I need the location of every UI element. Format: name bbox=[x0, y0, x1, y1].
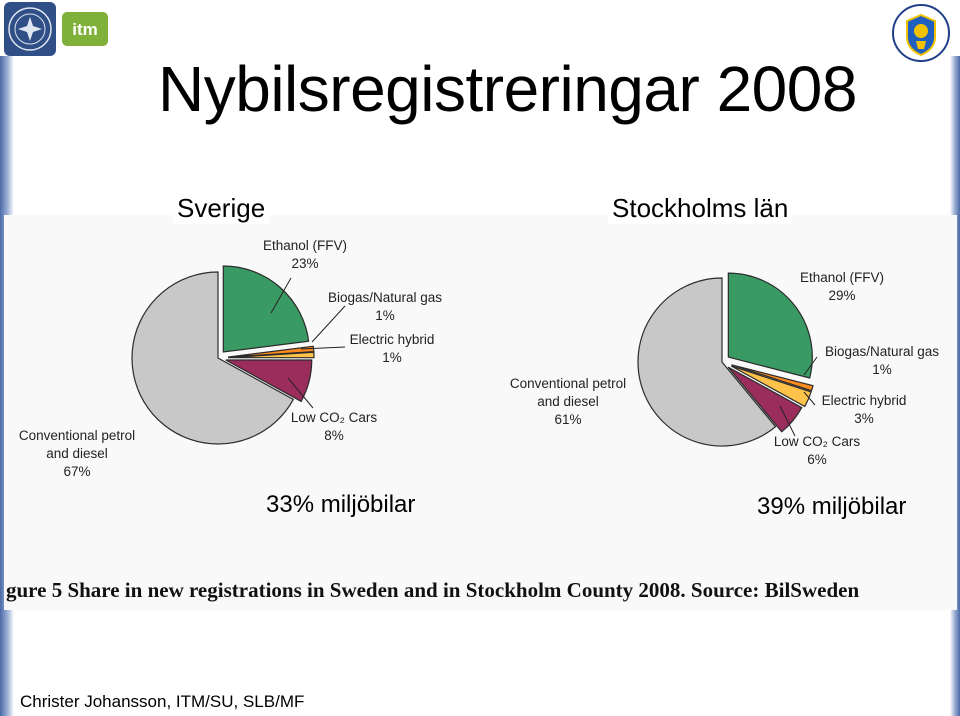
slice-label-ethanol-0: Ethanol (FFV) 23% bbox=[263, 238, 347, 271]
chart-title-stockholm: Stockholms län bbox=[608, 193, 793, 224]
summary-sverige: 33% miljöbilar bbox=[266, 491, 416, 518]
slice-label-biogas-0: Biogas/Natural gas 1% bbox=[328, 290, 442, 323]
slice-label-ethanol-1: Ethanol (FFV) 29% bbox=[800, 270, 884, 303]
pie-slice-ethanol-1 bbox=[727, 272, 813, 379]
stockholms-stad-emblem bbox=[892, 4, 950, 62]
slice-label-low-co2-0: Low CO₂ Cars 8% bbox=[291, 410, 378, 443]
figure-caption: gure 5 Share in new registrations in Swe… bbox=[6, 578, 860, 602]
footer-credit: Christer Johansson, ITM/SU, SLB/MF bbox=[20, 692, 305, 711]
pie-slice-electric-0 bbox=[227, 351, 315, 359]
pie-slice-ethanol-0 bbox=[222, 265, 310, 353]
pie-slice-conventional-1 bbox=[637, 277, 777, 447]
slice-label-conventional-1: Conventional petrol and diesel 61% bbox=[510, 376, 626, 427]
chart-title-sverige: Sverige bbox=[173, 193, 270, 224]
itm-logo-text: itm bbox=[72, 20, 98, 39]
summary-stockholm: 39% miljöbilar bbox=[757, 493, 907, 520]
leader-line-ethanol-0 bbox=[270, 277, 292, 314]
pie-slice-low-co2-1 bbox=[727, 366, 803, 433]
slice-label-electric-0: Electric hybrid 1% bbox=[350, 332, 435, 365]
leader-line-electric-1 bbox=[803, 391, 816, 406]
leader-line-low-co2-1 bbox=[779, 405, 796, 437]
leader-line-biogas-0 bbox=[311, 305, 346, 343]
pie-slice-electric-1 bbox=[730, 365, 812, 408]
slice-label-low-co2-1: Low CO₂ Cars 6% bbox=[774, 434, 861, 467]
page-title: Nybilsregistreringar 2008 bbox=[158, 53, 857, 125]
slice-label-electric-1: Electric hybrid 3% bbox=[822, 393, 907, 426]
pie-slice-biogas-1 bbox=[731, 364, 814, 392]
pie-slice-low-co2-0 bbox=[225, 359, 313, 403]
slice-label-conventional-0: Conventional petrol and diesel 67% bbox=[19, 428, 135, 479]
university-seal-logo bbox=[4, 2, 56, 56]
leader-line-biogas-1 bbox=[803, 356, 818, 376]
itm-logo: itm bbox=[62, 12, 108, 46]
slice-label-biogas-1: Biogas/Natural gas 1% bbox=[825, 344, 939, 377]
pie-slice-conventional-0 bbox=[131, 271, 295, 445]
leader-line-low-co2-0 bbox=[287, 377, 314, 409]
leader-line-electric-0 bbox=[300, 346, 346, 350]
pie-slice-biogas-0 bbox=[227, 345, 315, 358]
